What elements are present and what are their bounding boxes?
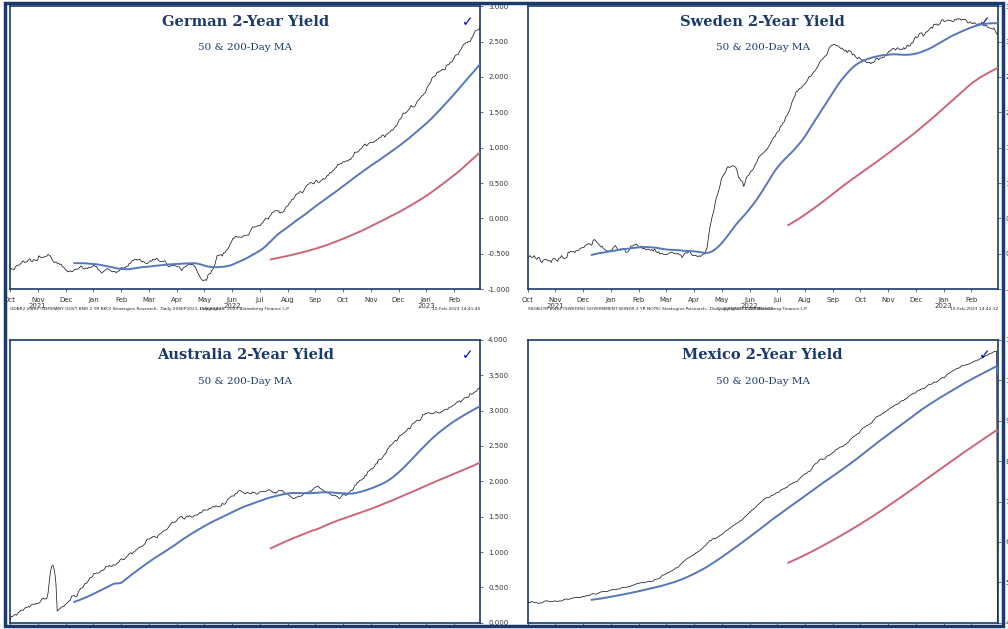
Text: ✓: ✓ bbox=[462, 14, 474, 29]
Text: Australia 2-Year Yield: Australia 2-Year Yield bbox=[157, 348, 334, 362]
Text: Sweden 2-Year Yield: Sweden 2-Year Yield bbox=[680, 14, 845, 29]
Text: 50 & 200-Day MA: 50 & 200-Day MA bbox=[716, 377, 809, 386]
Text: 2023: 2023 bbox=[934, 304, 953, 309]
Text: SSGB2YR Index (SWEDISH GOVERNMENT BONDS 2 YR NOTE) Strategies Research,  Daily 2: SSGB2YR Index (SWEDISH GOVERNMENT BONDS … bbox=[527, 308, 773, 311]
Text: 2021: 2021 bbox=[29, 304, 46, 309]
Text: ✓: ✓ bbox=[979, 348, 991, 362]
Text: GDBR2 Index (GERMANY GOVT BND 2 YR BKO) Strategies Research,  Daily 20SEP2021-10: GDBR2 Index (GERMANY GOVT BND 2 YR BKO) … bbox=[10, 308, 224, 311]
Text: 2022: 2022 bbox=[741, 304, 758, 309]
Text: 2021: 2021 bbox=[546, 304, 564, 309]
Text: 50 & 200-Day MA: 50 & 200-Day MA bbox=[199, 43, 292, 52]
Text: Copyright© 2023 Bloomberg Finance L.P.: Copyright© 2023 Bloomberg Finance L.P. bbox=[201, 308, 290, 311]
Text: 50 & 200-Day MA: 50 & 200-Day MA bbox=[199, 377, 292, 386]
Text: 2023: 2023 bbox=[417, 304, 435, 309]
Text: ✓: ✓ bbox=[979, 14, 991, 29]
Text: Mexico 2-Year Yield: Mexico 2-Year Yield bbox=[682, 348, 843, 362]
Text: 10-Feb-2023 14:41:45: 10-Feb-2023 14:41:45 bbox=[432, 308, 481, 311]
Text: 50 & 200-Day MA: 50 & 200-Day MA bbox=[716, 43, 809, 52]
Text: ✓: ✓ bbox=[462, 348, 474, 362]
Text: 10-Feb-2023 14:42:12: 10-Feb-2023 14:42:12 bbox=[950, 308, 998, 311]
Text: German 2-Year Yield: German 2-Year Yield bbox=[161, 14, 329, 29]
Text: 2022: 2022 bbox=[223, 304, 241, 309]
Text: Copyright© 2023 Bloomberg Finance L.P.: Copyright© 2023 Bloomberg Finance L.P. bbox=[718, 308, 807, 311]
